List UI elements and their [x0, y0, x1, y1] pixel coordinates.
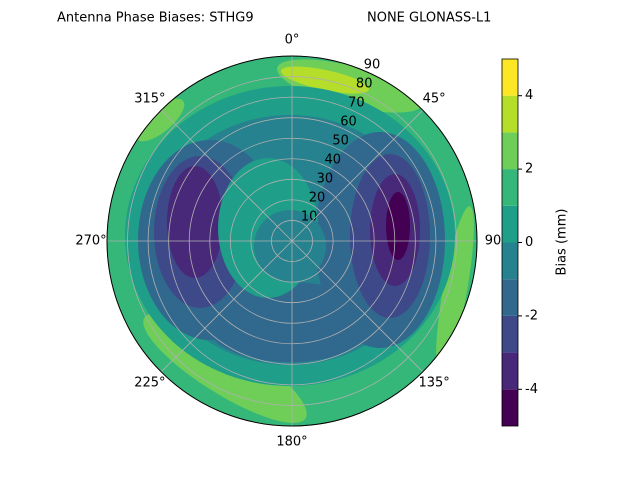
colorbar-band [502, 169, 518, 206]
chart-title: Antenna Phase Biases: STHG9 [57, 11, 254, 26]
contour-region [386, 192, 410, 260]
grid-spoke [291, 240, 424, 373]
polar-axes: 10 20 30 40 50 60 70 80 90 0° 45° 90 135° 180° 225° 270… [75, 33, 501, 450]
contour-region [135, 98, 185, 142]
r-tick-label: 30 [317, 172, 334, 187]
colorbar-band [502, 132, 518, 170]
colorbar-band [502, 59, 518, 96]
theta-tick-label: 270° [75, 234, 106, 249]
colorbar-band [502, 389, 518, 426]
theta-tick-label: 180° [276, 435, 307, 450]
theta-tick-label: 135° [418, 376, 449, 391]
r-tick-label: 40 [324, 153, 341, 168]
contour-region [436, 206, 474, 374]
colorbar-band [502, 205, 518, 243]
theta-tick-label: 45° [423, 91, 446, 106]
r-tick-label: 20 [309, 191, 326, 206]
colorbar-band [502, 95, 518, 133]
theta-tick-label: 225° [134, 376, 165, 391]
chart-subtitle: NONE GLONASS-L1 [367, 11, 491, 26]
colorbar-tick-label: -4 [525, 382, 538, 397]
colorbar-band [502, 352, 518, 390]
grid-spoke [160, 109, 293, 242]
colorbar-tick-label: 2 [525, 162, 533, 177]
contour-region [205, 282, 375, 362]
r-tick-label: 80 [356, 77, 373, 92]
r-tick-label: 50 [332, 134, 349, 149]
theta-tick-label: 315° [134, 91, 165, 106]
colorbar-band [502, 315, 518, 353]
polar-frame [106, 55, 478, 427]
colorbar-band [502, 279, 518, 316]
grid-spoke [160, 240, 293, 373]
r-tick-label: 90 [364, 58, 381, 73]
r-tick-label: 60 [340, 115, 357, 130]
colorbar-band [502, 242, 518, 280]
colorbar-label: Bias (mm) [555, 209, 570, 276]
colorbar-tick-label: -2 [525, 308, 538, 323]
r-tick-label: 10 [301, 210, 318, 225]
theta-tick-label: 0° [285, 33, 300, 48]
colorbar-tick-label: 0 [525, 235, 533, 250]
grid-spoke [291, 109, 424, 242]
colorbar-tick-label: 4 [525, 88, 533, 103]
contour-region [167, 166, 223, 278]
r-tick-label: 70 [348, 96, 365, 111]
theta-tick-label: 90 [485, 234, 502, 249]
